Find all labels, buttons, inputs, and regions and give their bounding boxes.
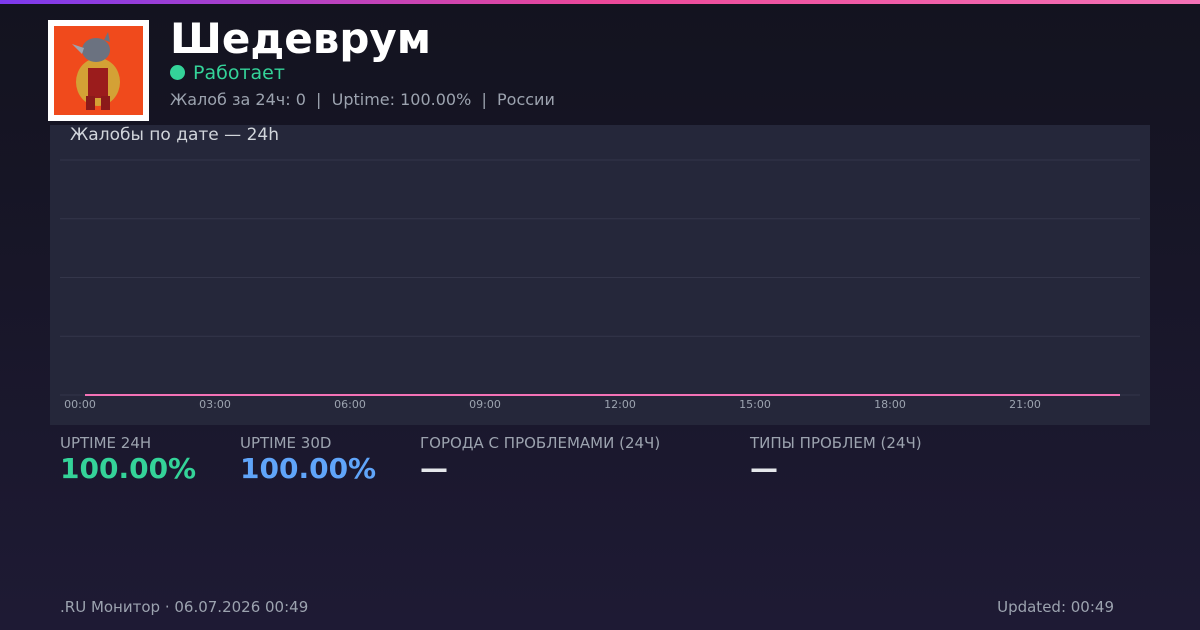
x-tick-label: 03:00 xyxy=(199,398,231,411)
stat-label: UPTIME 24H xyxy=(60,434,152,452)
footer-right: Updated: 00:49 xyxy=(997,598,1114,616)
accent-bar xyxy=(0,0,1200,4)
stat: UPTIME 30D 100.00% xyxy=(240,434,376,485)
x-tick-label: 09:00 xyxy=(469,398,501,411)
footer-left: .RU Монитор · 06.07.2026 00:49 xyxy=(60,598,309,616)
stat: ТИПЫ ПРОБЛЕМ (24Ч) — xyxy=(750,434,922,485)
chart: Жалобы по дате — 24h 00:00 03:00 06:00 09:0… xyxy=(50,125,1150,425)
stat-label: ТИПЫ ПРОБЛЕМ (24Ч) xyxy=(750,434,922,452)
chart-panel xyxy=(50,125,1150,425)
status: Работает xyxy=(170,62,285,84)
app-title: Шедеврум xyxy=(170,14,432,63)
stat: UPTIME 24H 100.00% xyxy=(60,434,196,485)
x-tick-label: 12:00 xyxy=(604,398,636,411)
stat-value: 100.00% xyxy=(60,452,197,485)
stat-label: ГОРОДА С ПРОБЛЕМАМИ (24Ч) xyxy=(420,434,661,452)
chart-title: Жалобы по дате — 24h xyxy=(70,125,279,145)
x-tick-label: 15:00 xyxy=(739,398,771,411)
logo xyxy=(48,20,149,121)
x-tick-label: 21:00 xyxy=(1009,398,1041,411)
x-tick-label: 00:00 xyxy=(64,398,96,411)
stat-value: — xyxy=(420,452,448,485)
stat-value: — xyxy=(750,452,778,485)
x-tick-label: 18:00 xyxy=(874,398,906,411)
meta: Жалоб за 24ч: 0 | Uptime: 100.00% | Росс… xyxy=(170,90,555,109)
stat: ГОРОДА С ПРОБЛЕМАМИ (24Ч) — xyxy=(420,434,660,485)
stat-label: UPTIME 30D xyxy=(240,434,332,452)
stat-value: 100.00% xyxy=(240,452,377,485)
x-tick-label: 06:00 xyxy=(334,398,366,411)
